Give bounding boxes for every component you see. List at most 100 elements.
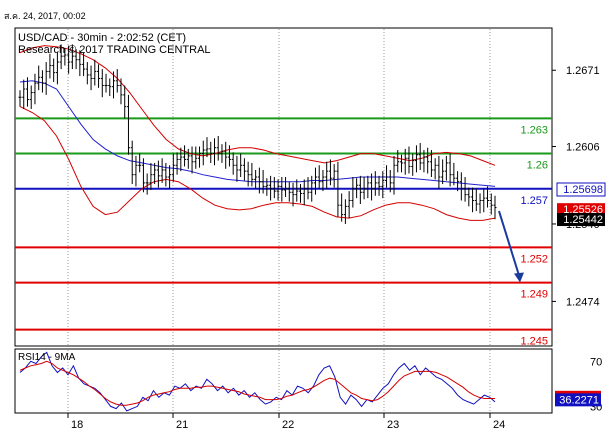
price-bar bbox=[246, 161, 250, 187]
price-bar bbox=[160, 158, 164, 183]
price-bar bbox=[44, 62, 48, 95]
price-bar bbox=[130, 140, 134, 185]
x-axis: 18 21 22 23 24 bbox=[67, 413, 505, 431]
x-tick-label: 23 bbox=[387, 419, 399, 431]
price-bar bbox=[153, 162, 157, 185]
rsi-tag-box bbox=[555, 393, 601, 407]
price-bar bbox=[224, 141, 228, 169]
price-bar bbox=[67, 45, 71, 74]
price-bar bbox=[179, 147, 183, 172]
price-bar bbox=[201, 140, 205, 166]
price-bar bbox=[115, 69, 119, 93]
price-bar bbox=[242, 158, 246, 181]
price-bar bbox=[89, 65, 93, 91]
price-bar bbox=[276, 179, 280, 201]
price-bar bbox=[343, 199, 347, 224]
price-bar bbox=[108, 78, 112, 97]
rsi-tag-label: 36.2271 bbox=[559, 394, 599, 406]
main-price-panel: 1.263 1.26 1.257 1.252 1.249 1.245 USD/CAD - … bbox=[14, 27, 606, 348]
price-bar bbox=[336, 161, 340, 217]
price-bar bbox=[325, 161, 329, 189]
price-bar bbox=[85, 62, 89, 85]
x-tick-label: 18 bbox=[71, 419, 83, 431]
price-bar bbox=[235, 155, 239, 182]
price-bar bbox=[313, 167, 317, 195]
price-bar bbox=[392, 155, 396, 195]
price-bar bbox=[388, 169, 392, 193]
price-bar bbox=[55, 52, 59, 85]
price-bar bbox=[52, 58, 56, 82]
bollinger-lower-line bbox=[19, 106, 496, 221]
bollinger-bands bbox=[19, 45, 496, 221]
instrument-label: USD/CAD - 30min - 2:02:52 (CET) bbox=[18, 32, 186, 44]
rsi-panel-frame bbox=[14, 348, 553, 414]
rsi-line bbox=[19, 351, 496, 412]
price-bar bbox=[295, 179, 299, 202]
x-tick-label: 22 bbox=[282, 419, 294, 431]
price-bar bbox=[220, 144, 224, 163]
price-bar bbox=[74, 49, 78, 70]
price-bar bbox=[119, 78, 123, 105]
price-bar bbox=[299, 184, 303, 203]
level-label: 1.252 bbox=[520, 253, 548, 265]
price-bar bbox=[471, 187, 475, 213]
price-bar bbox=[29, 85, 33, 109]
price-bar bbox=[482, 188, 486, 213]
price-bar bbox=[48, 53, 52, 79]
forecast-arrow bbox=[498, 210, 524, 283]
price-bar bbox=[59, 44, 63, 70]
price-bar bbox=[459, 172, 463, 201]
price-bar bbox=[433, 158, 437, 180]
price-bar bbox=[407, 146, 411, 174]
price-bar bbox=[310, 175, 314, 202]
price-bar bbox=[141, 158, 145, 193]
price-bar bbox=[126, 94, 130, 155]
price-bar bbox=[422, 150, 426, 173]
rsi-title: RSI14 - 9MA bbox=[18, 352, 76, 363]
price-bar bbox=[486, 186, 490, 208]
support-resistance-levels: 1.263 1.26 1.257 1.252 1.249 1.245 bbox=[15, 117, 552, 348]
price-bar bbox=[149, 162, 153, 190]
price-bar bbox=[25, 77, 29, 107]
price-bar bbox=[198, 146, 202, 168]
price-bar bbox=[385, 165, 389, 188]
price-bar bbox=[358, 175, 362, 205]
price-bar bbox=[414, 145, 418, 173]
price-tag-box bbox=[557, 203, 605, 217]
level-label: 1.26 bbox=[527, 160, 548, 172]
price-bar bbox=[478, 193, 482, 214]
price-bar bbox=[370, 173, 374, 201]
price-bar bbox=[403, 148, 407, 175]
price-bar bbox=[164, 162, 168, 187]
price-bar bbox=[340, 193, 344, 222]
price-bar bbox=[194, 146, 198, 169]
price-bar bbox=[362, 177, 366, 200]
price-bar bbox=[22, 79, 26, 109]
price-bar bbox=[302, 179, 306, 206]
y-tick-label: 1.2606 bbox=[566, 142, 600, 154]
price-bar bbox=[418, 142, 422, 170]
price-bar bbox=[493, 195, 497, 220]
price-bar bbox=[145, 173, 149, 195]
rsi-price-tags: 38.473136.2271 bbox=[555, 390, 601, 407]
price-bar bbox=[437, 155, 441, 189]
price-bar bbox=[467, 187, 471, 207]
x-tick-label: 21 bbox=[176, 419, 188, 431]
price-bar bbox=[183, 145, 187, 167]
price-bar bbox=[463, 177, 467, 202]
x-tick-label: 24 bbox=[493, 419, 505, 431]
price-tag-box bbox=[557, 213, 605, 227]
rsi-lines bbox=[19, 351, 496, 412]
price-bar bbox=[168, 165, 172, 189]
price-bar bbox=[112, 71, 116, 99]
price-bar bbox=[347, 191, 351, 219]
price-bar bbox=[134, 155, 138, 187]
price-bar bbox=[186, 148, 190, 169]
price-bars bbox=[18, 44, 497, 224]
price-bar bbox=[205, 137, 209, 158]
price-tag-label: 1.25442 bbox=[563, 214, 603, 226]
price-bar bbox=[291, 182, 295, 207]
